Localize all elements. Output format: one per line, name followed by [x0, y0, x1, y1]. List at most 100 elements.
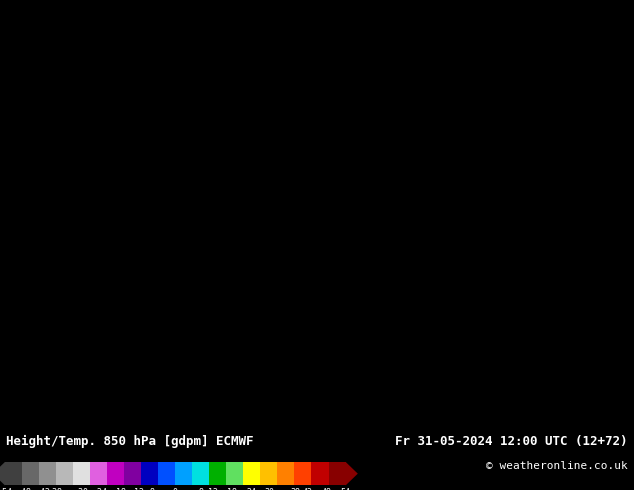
Text: 6: 6	[148, 82, 153, 87]
Text: 2: 2	[614, 105, 618, 110]
Text: 2: 2	[630, 37, 633, 42]
Text: 7: 7	[133, 120, 137, 125]
Text: 5: 5	[354, 301, 359, 306]
Text: 2: 2	[560, 158, 565, 163]
Text: 1: 1	[286, 67, 290, 72]
Text: 6: 6	[138, 324, 142, 329]
Text: 5: 5	[207, 226, 210, 231]
Text: 4: 4	[186, 188, 190, 193]
Text: 6: 6	[148, 60, 153, 65]
Text: 4: 4	[318, 90, 321, 95]
Text: 5: 5	[133, 362, 137, 367]
Text: 7: 7	[349, 346, 353, 351]
Text: 5: 5	[392, 98, 396, 102]
Text: 6: 6	[80, 0, 84, 4]
Text: 7: 7	[508, 286, 512, 291]
Text: 5: 5	[291, 248, 295, 253]
Text: 4: 4	[402, 60, 406, 65]
Text: 2: 2	[598, 203, 602, 208]
Text: 3: 3	[571, 0, 576, 4]
Text: 8: 8	[11, 52, 15, 57]
Text: 3: 3	[608, 256, 612, 261]
Text: 2: 2	[476, 256, 481, 261]
Text: 4: 4	[376, 286, 380, 291]
Text: 7: 7	[508, 331, 512, 336]
Text: 1: 1	[439, 52, 443, 57]
Text: 9: 9	[27, 429, 31, 435]
Text: 3: 3	[460, 143, 464, 147]
Text: 6: 6	[540, 407, 544, 412]
Text: 3: 3	[402, 74, 406, 80]
Text: 2: 2	[592, 158, 597, 163]
Text: 6: 6	[90, 29, 94, 34]
Text: 9: 9	[11, 271, 15, 276]
Text: 8: 8	[32, 241, 36, 246]
Text: 7: 7	[503, 384, 507, 389]
Text: 2: 2	[587, 60, 592, 65]
Text: 5: 5	[148, 271, 153, 276]
Text: 5: 5	[117, 203, 121, 208]
Text: 8: 8	[16, 45, 20, 49]
Text: 6: 6	[117, 165, 121, 170]
Text: 4: 4	[397, 188, 401, 193]
Text: 6: 6	[58, 105, 63, 110]
Text: 6: 6	[90, 105, 94, 110]
Text: 6: 6	[27, 135, 31, 140]
Text: 8: 8	[202, 67, 205, 72]
Text: 6: 6	[307, 218, 311, 223]
Text: 6: 6	[281, 52, 285, 57]
Text: 3: 3	[598, 37, 602, 42]
Text: 8: 8	[16, 67, 20, 72]
Text: 3: 3	[492, 7, 496, 12]
Text: 4: 4	[259, 264, 264, 269]
Text: 1: 1	[529, 211, 533, 216]
Text: 6: 6	[624, 309, 628, 314]
Text: 3: 3	[476, 218, 481, 223]
Text: 5: 5	[275, 22, 280, 27]
Text: 6: 6	[80, 67, 84, 72]
Text: 6: 6	[117, 52, 121, 57]
Text: 6: 6	[392, 429, 396, 435]
Text: 3: 3	[392, 0, 396, 4]
Text: 5: 5	[212, 233, 216, 238]
Text: 3: 3	[619, 188, 623, 193]
Text: 7: 7	[212, 22, 216, 27]
Text: 6: 6	[238, 29, 242, 34]
Text: 2: 2	[233, 422, 237, 427]
Text: 8: 8	[48, 256, 52, 261]
Text: 2: 2	[476, 196, 481, 200]
Text: 7: 7	[275, 52, 280, 57]
Text: 5: 5	[27, 150, 31, 155]
Text: 5: 5	[207, 180, 210, 185]
Text: 6: 6	[249, 74, 253, 80]
Text: 4: 4	[153, 241, 158, 246]
Text: 2: 2	[582, 271, 586, 276]
Text: 8: 8	[42, 316, 47, 321]
Text: 8: 8	[6, 377, 10, 382]
Text: 7: 7	[571, 354, 576, 359]
Text: 7: 7	[32, 173, 36, 178]
Text: 5: 5	[381, 278, 385, 284]
Text: 3: 3	[376, 74, 380, 80]
Text: 9: 9	[80, 271, 84, 276]
Text: 2: 2	[286, 45, 290, 49]
Text: 5: 5	[249, 256, 253, 261]
Text: 9: 9	[16, 196, 20, 200]
Text: 3: 3	[455, 82, 459, 87]
Text: 6: 6	[122, 135, 126, 140]
Text: 5: 5	[429, 429, 432, 435]
Text: 5: 5	[270, 331, 274, 336]
Text: 6: 6	[376, 112, 380, 118]
Text: 9: 9	[74, 301, 79, 306]
Text: 4: 4	[217, 301, 221, 306]
Text: 9: 9	[48, 286, 52, 291]
Text: 5: 5	[191, 339, 195, 344]
Text: 4: 4	[408, 316, 411, 321]
Text: 2: 2	[487, 98, 491, 102]
Text: 9: 9	[85, 256, 89, 261]
Text: 6: 6	[153, 105, 158, 110]
Text: 3: 3	[540, 98, 544, 102]
Text: 9: 9	[202, 407, 205, 412]
Text: 5: 5	[148, 369, 153, 374]
Text: 4: 4	[424, 301, 427, 306]
